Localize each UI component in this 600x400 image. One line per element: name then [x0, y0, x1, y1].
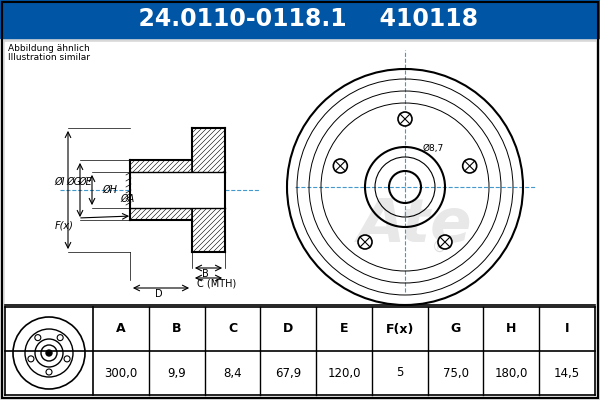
Circle shape: [398, 112, 412, 126]
Bar: [130, 160, 192, 220]
Circle shape: [438, 235, 452, 249]
Circle shape: [46, 350, 52, 356]
Text: 8,4: 8,4: [223, 366, 242, 380]
Text: Abbildung ähnlich: Abbildung ähnlich: [8, 44, 90, 53]
Bar: [192, 128, 225, 252]
Text: Illustration similar: Illustration similar: [8, 53, 90, 62]
Bar: [0, 0, 600, 38]
Text: E: E: [340, 322, 348, 336]
Text: 67,9: 67,9: [275, 366, 301, 380]
Text: I: I: [565, 322, 569, 336]
Circle shape: [334, 159, 347, 173]
Text: ØH: ØH: [102, 185, 117, 195]
Text: D: D: [155, 289, 163, 299]
Text: D: D: [283, 322, 293, 336]
Text: Ate: Ate: [358, 196, 473, 255]
Text: 24.0110-0118.1    410118: 24.0110-0118.1 410118: [122, 7, 478, 31]
Text: G: G: [451, 322, 461, 336]
Circle shape: [358, 235, 372, 249]
Text: ØA: ØA: [120, 194, 134, 204]
Bar: [131, 172, 225, 208]
Text: 5: 5: [396, 366, 403, 380]
Text: 14,5: 14,5: [554, 366, 580, 380]
Text: 120,0: 120,0: [327, 366, 361, 380]
Text: 9,9: 9,9: [167, 366, 186, 380]
Bar: [5, 42, 595, 305]
Text: 180,0: 180,0: [494, 366, 528, 380]
Text: 75,0: 75,0: [443, 366, 469, 380]
Text: ØI: ØI: [54, 177, 65, 187]
Text: C (MTH): C (MTH): [197, 279, 236, 289]
Bar: [5, 307, 595, 395]
Circle shape: [463, 159, 476, 173]
Text: B: B: [172, 322, 181, 336]
Text: H: H: [506, 322, 517, 336]
Text: ØG: ØG: [66, 177, 81, 187]
Bar: [5, 307, 93, 395]
Text: ®: ®: [432, 240, 447, 255]
Text: A: A: [116, 322, 126, 336]
Text: ØE: ØE: [78, 177, 92, 187]
Text: Ø8,7: Ø8,7: [423, 144, 444, 153]
Text: 300,0: 300,0: [104, 366, 137, 380]
Text: F(x): F(x): [386, 322, 414, 336]
Text: C: C: [228, 322, 237, 336]
Text: F(x): F(x): [55, 220, 74, 230]
Text: B: B: [202, 269, 209, 279]
